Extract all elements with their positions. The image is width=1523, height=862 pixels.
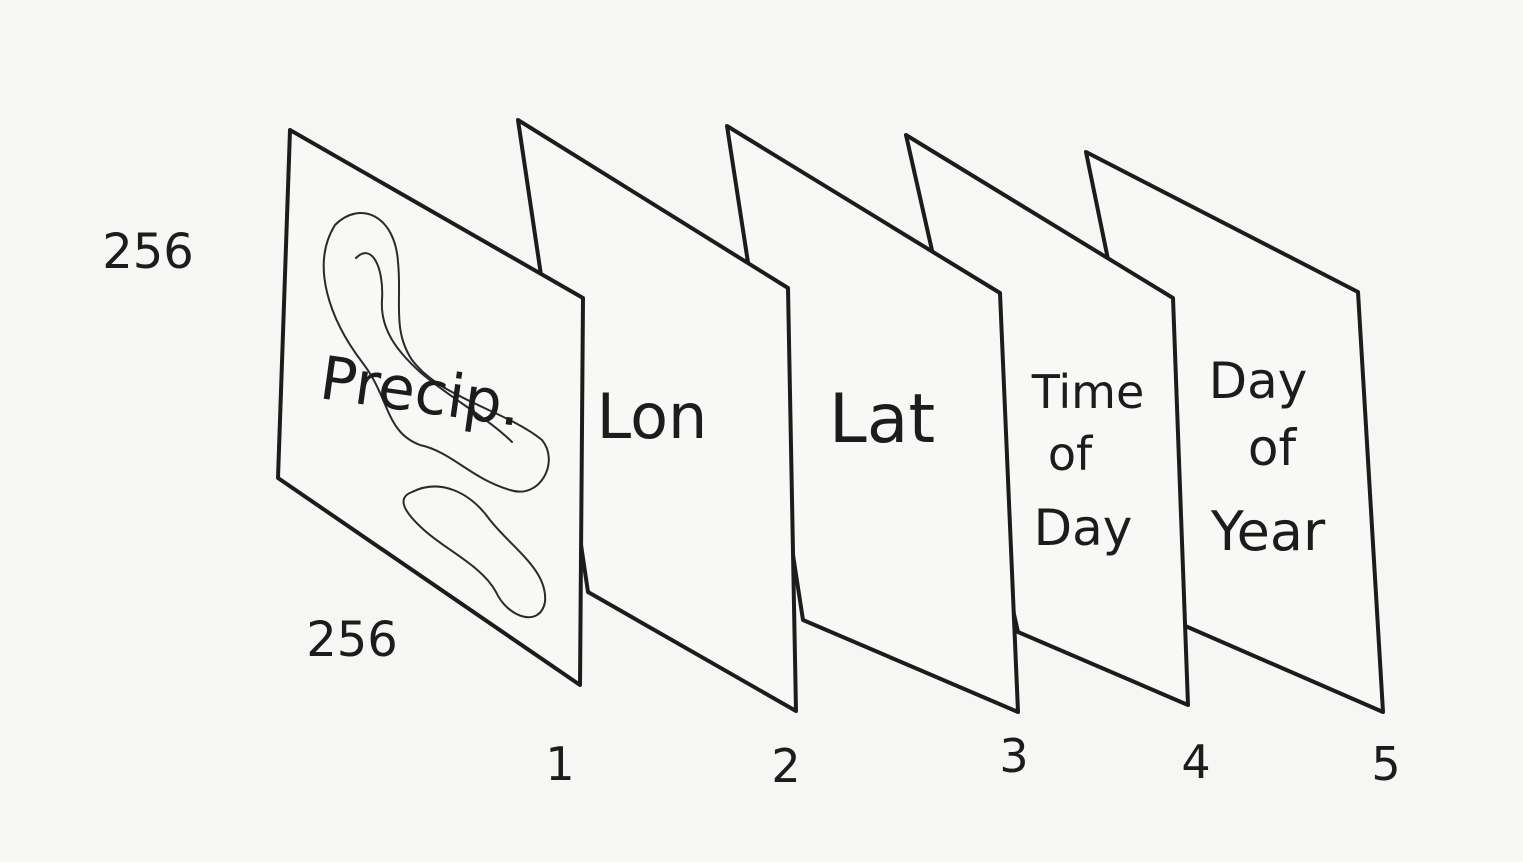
precip-blob-upper xyxy=(322,212,550,493)
layer-4-label-line-1: Time xyxy=(1031,365,1145,419)
layer-5-label-line-3: Year xyxy=(1210,500,1326,563)
width-dimension-label: 256 xyxy=(306,612,398,668)
layer-4-label-line-2: of xyxy=(1048,427,1094,481)
layer-3-index: 3 xyxy=(999,729,1028,783)
layer-5-index: 5 xyxy=(1371,737,1400,791)
precip-blob-lower xyxy=(402,485,547,619)
height-dimension-label: 256 xyxy=(102,224,194,280)
layer-1: Precip. xyxy=(276,128,585,687)
layer-5-label-line-1: Day xyxy=(1209,352,1308,410)
layer-3-label: Lat xyxy=(829,380,935,459)
layer-2: Lon xyxy=(516,118,798,713)
layer-1-index: 1 xyxy=(545,737,574,791)
layer-3: Lat xyxy=(725,124,1020,714)
layer-5-label-line-2: of xyxy=(1248,419,1298,477)
layer-1-sheet xyxy=(276,128,585,687)
layer-4-index: 4 xyxy=(1181,735,1210,789)
layer-4-label-line-3: Day xyxy=(1034,499,1133,557)
layer-2-index: 2 xyxy=(771,739,800,793)
precip-blob-upper-inner xyxy=(355,252,513,443)
layer-2-label: Lon xyxy=(597,380,708,453)
